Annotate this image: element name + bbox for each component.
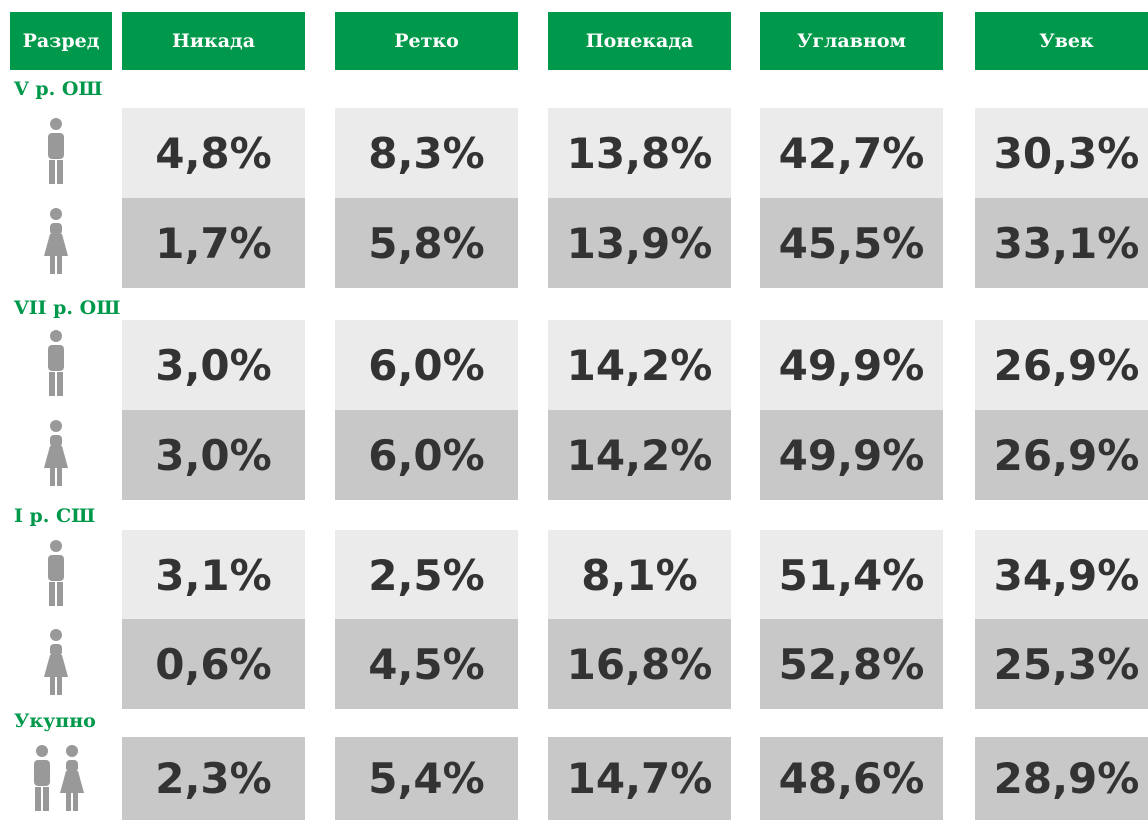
value-cell: 4,8% bbox=[122, 108, 305, 198]
value-cell: 6,0% bbox=[335, 320, 518, 410]
value-cell: 26,9% bbox=[975, 410, 1148, 500]
value-cell: 13,9% bbox=[548, 198, 731, 288]
person-icon bbox=[44, 208, 68, 274]
value-cell: 3,1% bbox=[122, 530, 305, 620]
group-label: V р. ОШ bbox=[14, 78, 103, 100]
header-cell: Увек bbox=[975, 12, 1148, 70]
value-cell: 33,1% bbox=[975, 198, 1148, 288]
group-label: I р. СШ bbox=[14, 505, 96, 527]
person-icon bbox=[48, 330, 64, 396]
value-cell: 14,2% bbox=[548, 410, 731, 500]
value-cell: 49,9% bbox=[760, 410, 943, 500]
value-cell: 14,7% bbox=[548, 737, 731, 820]
group-label: Укупно bbox=[14, 710, 96, 732]
person-icon bbox=[34, 745, 50, 811]
person-icon bbox=[44, 420, 68, 486]
value-cell: 3,0% bbox=[122, 320, 305, 410]
value-cell: 8,3% bbox=[335, 108, 518, 198]
value-cell: 26,9% bbox=[975, 320, 1148, 410]
value-cell: 34,9% bbox=[975, 530, 1148, 620]
value-cell: 5,4% bbox=[335, 737, 518, 820]
person-icon bbox=[60, 745, 84, 811]
value-cell: 16,8% bbox=[548, 619, 731, 709]
value-cell: 2,3% bbox=[122, 737, 305, 820]
value-cell: 2,5% bbox=[335, 530, 518, 620]
value-cell: 25,3% bbox=[975, 619, 1148, 709]
value-cell: 42,7% bbox=[760, 108, 943, 198]
header-cell: Понекада bbox=[548, 12, 731, 70]
value-cell: 13,8% bbox=[548, 108, 731, 198]
person-icon bbox=[44, 629, 68, 695]
value-cell: 1,7% bbox=[122, 198, 305, 288]
value-cell: 8,1% bbox=[548, 530, 731, 620]
value-cell: 51,4% bbox=[760, 530, 943, 620]
value-cell: 14,2% bbox=[548, 320, 731, 410]
person-icon bbox=[48, 540, 64, 606]
value-cell: 6,0% bbox=[335, 410, 518, 500]
value-cell: 30,3% bbox=[975, 108, 1148, 198]
header-cell: Никада bbox=[122, 12, 305, 70]
value-cell: 0,6% bbox=[122, 619, 305, 709]
value-cell: 52,8% bbox=[760, 619, 943, 709]
person-icon bbox=[48, 118, 64, 184]
header-cell: Углавном bbox=[760, 12, 943, 70]
header-cell: Разред bbox=[10, 12, 112, 70]
value-cell: 5,8% bbox=[335, 198, 518, 288]
value-cell: 28,9% bbox=[975, 737, 1148, 820]
header-cell: Ретко bbox=[335, 12, 518, 70]
value-cell: 49,9% bbox=[760, 320, 943, 410]
group-label: VII р. ОШ bbox=[14, 297, 121, 319]
value-cell: 48,6% bbox=[760, 737, 943, 820]
value-cell: 4,5% bbox=[335, 619, 518, 709]
value-cell: 45,5% bbox=[760, 198, 943, 288]
value-cell: 3,0% bbox=[122, 410, 305, 500]
